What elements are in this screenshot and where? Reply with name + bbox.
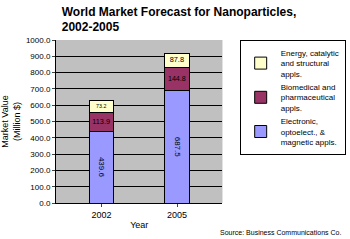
svg-text:0.0: 0.0 (39, 199, 51, 208)
svg-text:400.0: 400.0 (30, 134, 51, 143)
svg-text:Biomedical andpharmaceuticalap: Biomedical andpharmaceuticalappls. (281, 83, 336, 113)
svg-text:300.0: 300.0 (30, 150, 51, 159)
svg-text:87.8: 87.8 (170, 55, 184, 64)
svg-text:2002: 2002 (91, 210, 111, 220)
svg-text:Electronic,optoelect., &magnet: Electronic,optoelect., &magnetic appls. (281, 117, 337, 147)
svg-text:113.9: 113.9 (92, 117, 110, 126)
svg-text:687.5: 687.5 (173, 137, 182, 158)
svg-text:700.0: 700.0 (30, 85, 51, 94)
svg-text:600.0: 600.0 (30, 101, 51, 110)
svg-text:439.6: 439.6 (97, 157, 106, 178)
svg-text:Source: Business Communication: Source: Business Communications Co. (220, 229, 341, 236)
svg-text:500.0: 500.0 (30, 117, 51, 126)
svg-text:Year: Year (130, 220, 148, 230)
svg-text:Market Value(Million $): Market Value(Million $) (0, 95, 22, 147)
svg-text:900.0: 900.0 (30, 52, 51, 61)
svg-text:800.0: 800.0 (30, 68, 51, 77)
svg-text:2005: 2005 (167, 210, 187, 220)
svg-text:73.2: 73.2 (96, 103, 106, 109)
svg-text:World Market Forecast for Nano: World Market Forecast for Nanoparticles,… (62, 5, 297, 35)
svg-text:Energy, catalyticand structura: Energy, catalyticand structuralappls. (281, 49, 339, 79)
svg-text:100.0: 100.0 (30, 183, 51, 192)
svg-text:144.8: 144.8 (168, 75, 186, 83)
svg-text:1000.0: 1000.0 (26, 36, 51, 45)
svg-text:200.0: 200.0 (30, 166, 51, 175)
